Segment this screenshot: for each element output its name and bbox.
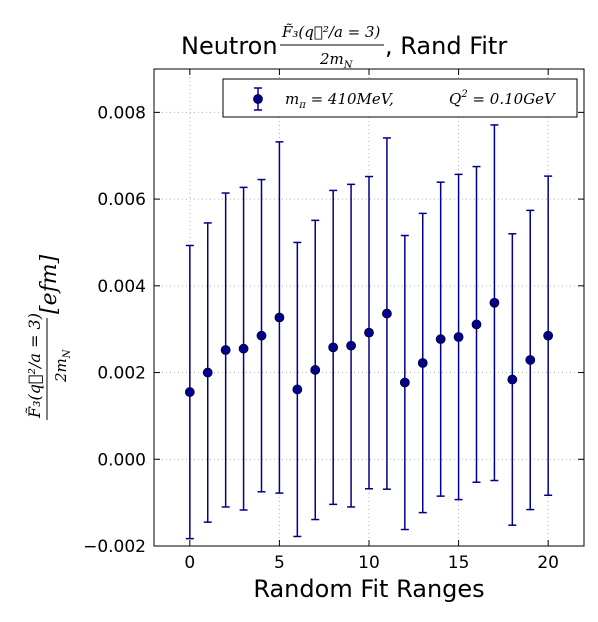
x-tick-label: 10 bbox=[358, 553, 380, 573]
title-fraction-numerator: F̃₃(q⃗²/a = 3) bbox=[281, 23, 381, 41]
series-points bbox=[184, 124, 554, 540]
y-tick-label: 0.008 bbox=[97, 103, 146, 123]
y-tick-label: 0.004 bbox=[97, 277, 146, 297]
y-tick-label: 0.006 bbox=[97, 190, 146, 210]
data-point bbox=[435, 334, 446, 345]
data-point bbox=[202, 367, 213, 378]
data-point bbox=[507, 374, 518, 385]
axis-ticks: 0 5 10 15 20 −0.002 0.000 0.002 0.004 0.006 0.008 bbox=[83, 69, 584, 573]
data-point bbox=[525, 355, 536, 365]
data-point bbox=[292, 384, 303, 395]
x-axis-label: Random Fit Ranges bbox=[253, 575, 484, 603]
data-point bbox=[238, 343, 249, 354]
data-point bbox=[220, 345, 231, 355]
data-point bbox=[471, 319, 482, 330]
y-tick-label: 0.000 bbox=[97, 450, 146, 470]
data-point bbox=[543, 330, 554, 341]
data-point bbox=[453, 332, 464, 342]
title-suffix: , Rand Fitr bbox=[385, 32, 507, 60]
title-fraction-denominator: 2mN bbox=[319, 50, 354, 71]
data-point bbox=[489, 297, 500, 308]
x-tick-label: 15 bbox=[448, 553, 470, 573]
x-tick-label: 20 bbox=[537, 553, 559, 573]
data-point bbox=[310, 365, 321, 375]
chart-title: Neutron F̃₃(q⃗²/a = 3) 2mN , Rand Fitr bbox=[181, 23, 507, 71]
data-point bbox=[364, 327, 374, 338]
data-point bbox=[417, 358, 428, 368]
data-point bbox=[399, 377, 410, 388]
data-point bbox=[256, 330, 267, 341]
y-axis-label-unit: [efm] bbox=[37, 254, 62, 314]
legend: mπ = 410MeV, Q2 = 0.10GeV bbox=[222, 78, 578, 118]
y-axis-label-numerator: F̃₃(q⃗²/a = 3) bbox=[25, 313, 44, 419]
y-tick-label: −0.002 bbox=[83, 537, 146, 557]
y-axis-label-denominator: 2mN bbox=[52, 348, 73, 383]
x-tick-label: 5 bbox=[274, 553, 285, 573]
legend-entry-label: mπ = 410MeV, bbox=[285, 90, 394, 111]
y-tick-label: 0.002 bbox=[97, 364, 146, 384]
legend-box bbox=[222, 78, 578, 118]
legend-entry-label-q: Q2 = 0.10GeV bbox=[449, 89, 557, 108]
data-point bbox=[346, 340, 356, 351]
x-tick-label: 0 bbox=[184, 553, 195, 573]
title-prefix: Neutron bbox=[181, 32, 278, 60]
data-point bbox=[184, 387, 195, 397]
data-point bbox=[328, 342, 339, 353]
y-axis-label: F̃₃(q⃗²/a = 3) 2mN [efm] bbox=[25, 254, 73, 420]
data-point bbox=[274, 312, 285, 323]
legend-marker-dot bbox=[253, 94, 263, 104]
data-point bbox=[382, 308, 392, 319]
